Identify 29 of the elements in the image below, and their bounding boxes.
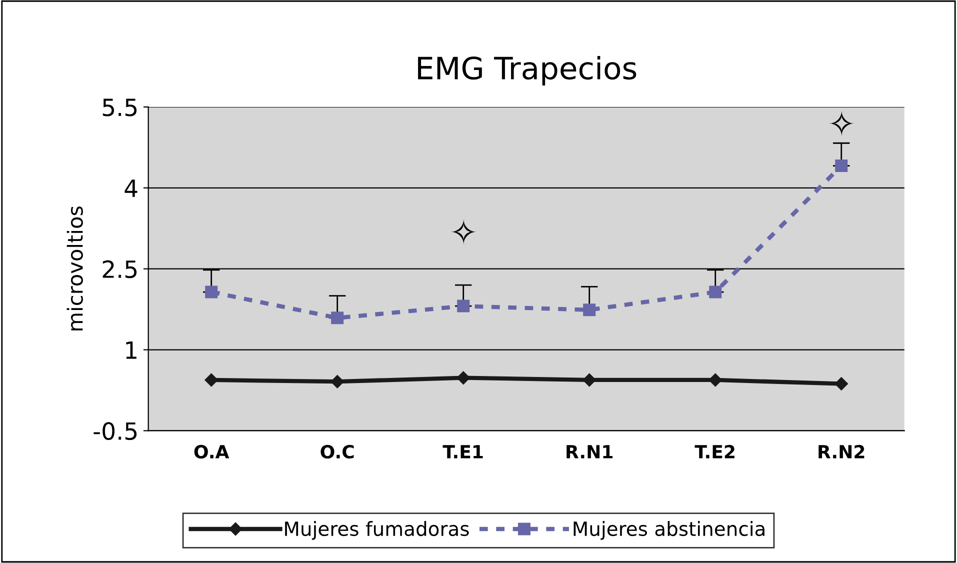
point [456, 371, 470, 384]
point [331, 312, 344, 324]
y-tick-label: 5.5 [102, 98, 137, 116]
chart-title: EMG Trapecios [418, 56, 636, 86]
x-tick-label: O.C [320, 444, 354, 459]
point [330, 375, 344, 388]
point [457, 300, 470, 312]
y-tick-label: 1 [126, 342, 136, 359]
x-tick-label: R.N2 [818, 444, 864, 458]
y-tick-label: -0.5 [94, 422, 137, 440]
annotation: ✧ [829, 110, 854, 136]
y-axis-title: microvoltios [66, 206, 83, 330]
annotation: ✧ [451, 219, 476, 245]
y-tick-label: 2.5 [102, 260, 137, 278]
point [834, 377, 848, 390]
point [582, 373, 596, 387]
legend-label: Mujeres abstinencia [574, 521, 764, 540]
point [583, 304, 596, 316]
legend-label: Mujeres fumadoras [285, 521, 469, 540]
point [708, 373, 722, 387]
point [205, 286, 218, 298]
x-tick-label: O.A [194, 444, 230, 459]
x-tick-label: T.E2 [694, 444, 734, 458]
point [835, 160, 848, 172]
x-tick-label: T.E1 [442, 445, 483, 458]
point [204, 373, 218, 387]
y-tick-label: 4 [124, 180, 138, 197]
point [709, 286, 722, 298]
x-tick-label: R.N1 [566, 445, 612, 458]
